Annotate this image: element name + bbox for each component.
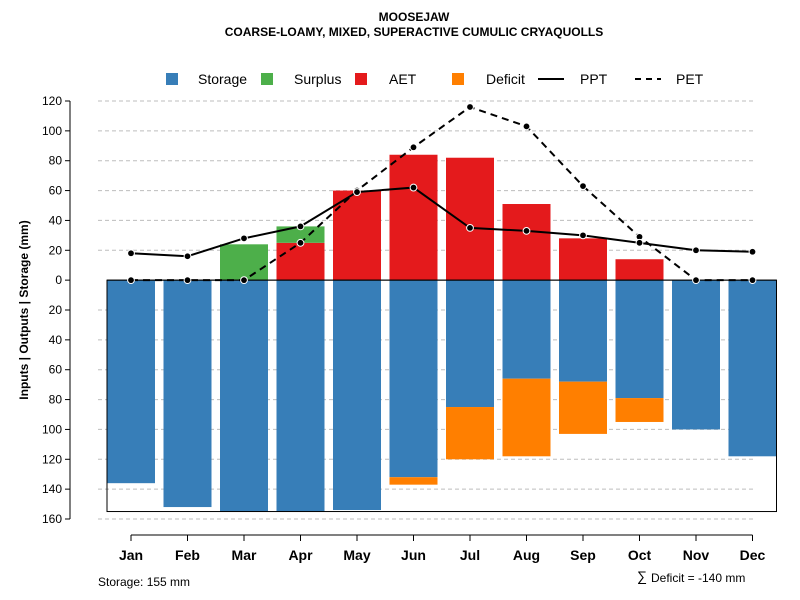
point-ppt <box>353 188 361 196</box>
x-tick-label: Feb <box>175 547 200 563</box>
axes: 120 100 80 60 40 20 0 20 40 60 80 100 120 140 160 Jan Fe… <box>42 94 766 563</box>
chart-title: MOOSEJAW <box>379 10 450 24</box>
bar-aet <box>446 157 494 281</box>
bar-storage <box>389 280 438 478</box>
point-ppt <box>579 231 587 240</box>
legend-swatch <box>452 73 464 85</box>
x-tick-label: Apr <box>288 547 313 563</box>
y-tick-label: 0 <box>55 273 62 287</box>
legend-label: AET <box>389 71 417 87</box>
bar-storage <box>672 280 720 430</box>
legend-label: PET <box>676 71 704 87</box>
legend-label: Deficit <box>486 71 525 87</box>
y-tick-label: 80 <box>49 393 63 407</box>
bar-aet <box>389 154 438 281</box>
bar-storage <box>559 280 607 382</box>
point-pet <box>466 103 474 111</box>
chart-subtitle: COARSE-LOAMY, MIXED, SUPERACTIVE CUMULIC… <box>225 25 603 39</box>
y-tick-label: 120 <box>42 452 62 466</box>
y-tick-label: 20 <box>49 303 63 317</box>
x-tick-label: Aug <box>513 547 540 563</box>
point-pet <box>296 238 305 247</box>
bar-deficit <box>446 407 494 460</box>
y-tick-label: 120 <box>42 94 62 108</box>
legend-swatch <box>166 73 178 85</box>
bar-deficit <box>559 381 607 434</box>
bar-storage <box>728 280 777 457</box>
x-tick-label: Nov <box>683 547 710 563</box>
point-pet <box>409 143 418 152</box>
point-pet <box>579 182 587 190</box>
x-tick-label: May <box>343 547 370 563</box>
bar-storage <box>615 280 664 399</box>
bar-storage <box>502 280 551 379</box>
y-tick-label: 100 <box>42 124 62 138</box>
point-ppt <box>748 247 757 256</box>
x-tick-label: Mar <box>232 547 257 563</box>
bar-storage <box>220 280 268 512</box>
y-tick-label: 20 <box>49 243 63 257</box>
bar-deficit <box>502 378 551 457</box>
lines <box>127 103 757 285</box>
y-axis-label: Inputs | Outputs | Storage (mm) <box>17 220 31 399</box>
bars <box>107 154 777 512</box>
point-ppt <box>127 249 135 258</box>
y-tick-label: 40 <box>49 213 63 227</box>
bar-aet <box>276 242 325 281</box>
legend-label: Storage <box>198 71 247 87</box>
line-ppt <box>130 186 753 258</box>
legend-label: PPT <box>580 71 608 87</box>
point-pet <box>183 276 192 285</box>
point-ppt <box>240 234 248 243</box>
x-tick-label: Jan <box>119 547 143 563</box>
point-ppt <box>635 238 644 247</box>
bar-storage <box>163 280 212 508</box>
legend-label: Surplus <box>294 71 341 87</box>
bar-aet <box>502 204 551 281</box>
x-tick-label: Jun <box>401 547 426 563</box>
bar-deficit <box>615 398 664 422</box>
bar-deficit <box>389 477 438 485</box>
bar-aet <box>333 190 381 281</box>
footer-deficit-symbol: ∑ <box>637 568 647 584</box>
bar-storage <box>333 280 381 511</box>
point-pet <box>692 276 700 285</box>
y-tick-label: 100 <box>42 422 62 436</box>
point-ppt <box>183 252 192 261</box>
point-ppt <box>466 223 474 232</box>
legend-swatch <box>261 73 273 85</box>
y-tick-label: 140 <box>42 482 62 496</box>
point-ppt <box>409 183 418 192</box>
y-tick-label: 60 <box>49 184 63 198</box>
bar-storage <box>276 280 325 512</box>
point-pet <box>748 276 757 285</box>
x-tick-label: Jul <box>460 547 480 563</box>
point-pet <box>522 122 531 131</box>
x-tick-label: Oct <box>628 547 652 563</box>
legend-swatch <box>355 73 367 85</box>
footer-deficit: Deficit = -140 mm <box>651 571 745 585</box>
bar-aet <box>559 238 607 281</box>
point-ppt <box>296 222 305 231</box>
bar-storage <box>446 280 494 408</box>
bar-aet <box>615 259 664 281</box>
point-pet <box>127 276 135 285</box>
legend: Storage Surplus AET Deficit PPT PET <box>166 71 704 87</box>
bar-storage <box>107 280 155 484</box>
x-tick-label: Sep <box>570 547 596 563</box>
y-tick-label: 60 <box>49 363 63 377</box>
y-tick-label: 160 <box>42 512 62 526</box>
y-tick-label: 40 <box>49 333 63 347</box>
x-tick-label: Dec <box>740 547 766 563</box>
point-ppt <box>692 246 700 255</box>
footer-storage: Storage: 155 mm <box>98 575 190 589</box>
point-pet <box>240 276 248 285</box>
y-tick-label: 80 <box>49 154 63 168</box>
bar-surplus <box>220 244 268 281</box>
point-ppt <box>522 226 531 235</box>
